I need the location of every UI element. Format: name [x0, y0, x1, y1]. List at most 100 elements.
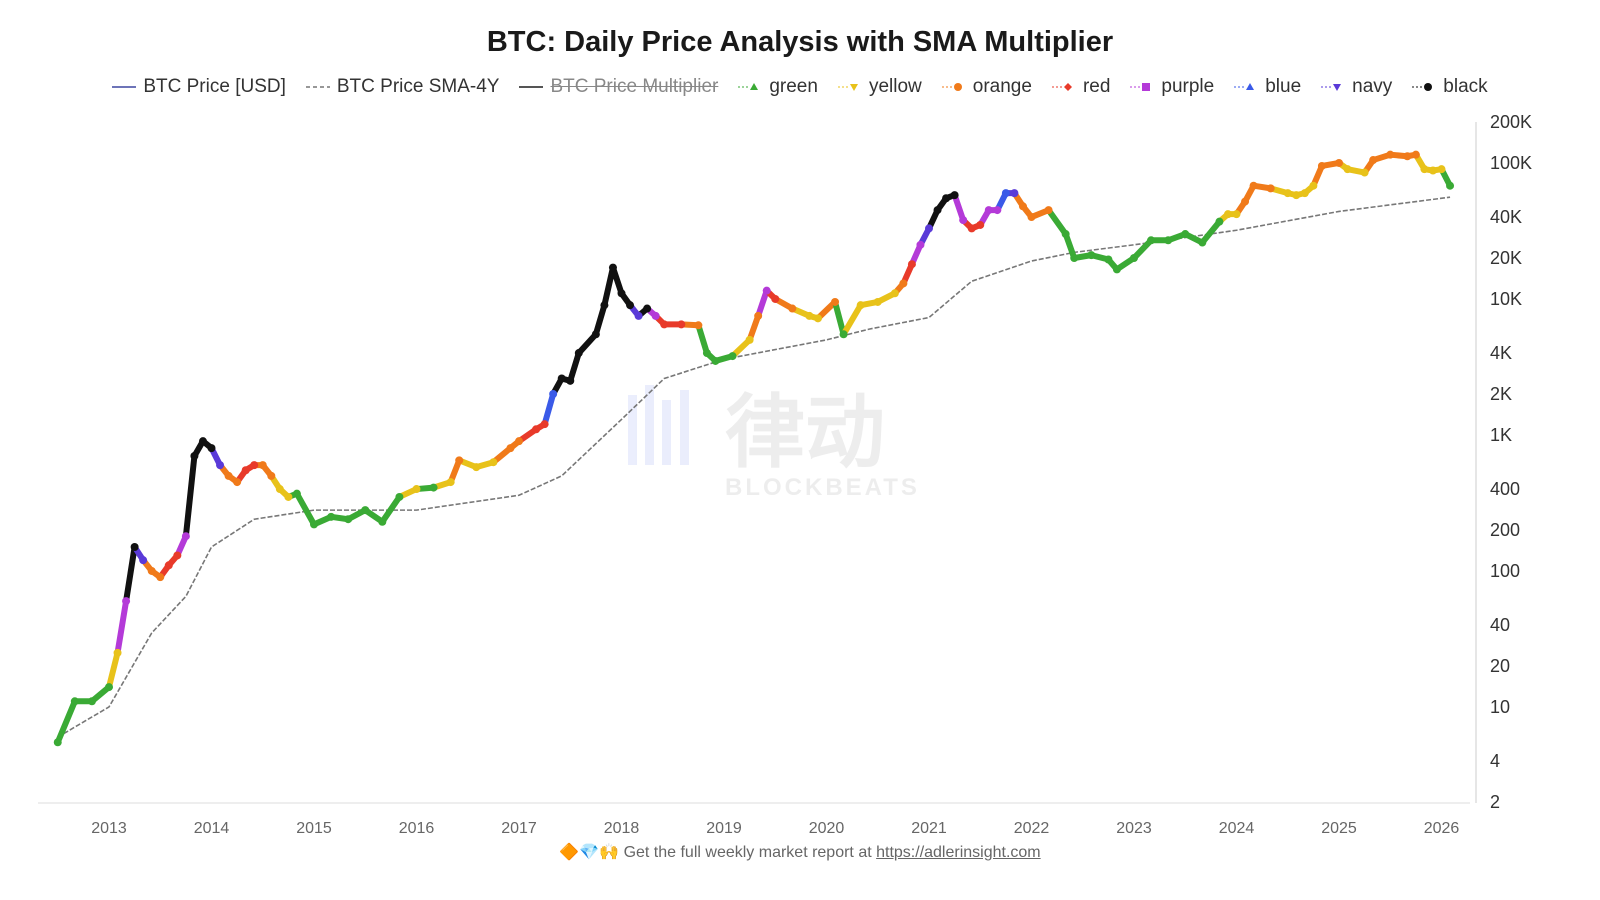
price-segment-purple	[951, 192, 967, 224]
price-point-red	[250, 461, 259, 470]
price-point-yellow	[1223, 210, 1232, 219]
legend-label: BTC Price SMA-4Y	[336, 76, 500, 97]
legend-label: orange	[972, 76, 1032, 97]
price-point-purple	[122, 597, 131, 606]
price-point-yellow	[489, 458, 498, 467]
price-point-green	[1070, 254, 1079, 262]
legend-label: purple	[1161, 76, 1215, 97]
price-point-red	[907, 260, 916, 269]
price-point-green	[728, 352, 737, 361]
legend-item-green[interactable]: green	[738, 76, 818, 98]
price-point-yellow	[873, 297, 882, 306]
y-tick-label: 4K	[1490, 343, 1512, 363]
footer-link[interactable]: https://adlerinsight.com	[876, 844, 1041, 861]
price-segment-purple	[755, 287, 770, 319]
price-point-navy	[139, 556, 148, 565]
chart-title: BTC: Daily Price Analysis with SMA Multi…	[486, 26, 1114, 58]
price-point-green	[378, 517, 387, 526]
legend-item-purple[interactable]: purple	[1130, 76, 1214, 98]
x-tick-label: 2014	[194, 820, 230, 837]
watermark-text: 律动	[725, 388, 885, 477]
price-point-black	[130, 542, 139, 551]
price-point-purple	[762, 286, 771, 295]
legend-item-orange[interactable]: orange	[941, 76, 1032, 98]
price-point-red	[771, 294, 780, 303]
legend-item-red[interactable]: red	[1051, 76, 1111, 98]
price-point-black	[574, 349, 583, 358]
price-point-red	[540, 420, 549, 429]
price-segment-black	[182, 453, 198, 540]
legend-swatch-icon	[1130, 81, 1154, 93]
price-point-black	[942, 194, 951, 203]
price-point-yellow	[1309, 181, 1318, 190]
legend-label: red	[1082, 76, 1111, 97]
price-point-yellow	[1283, 189, 1292, 198]
y-tick-label: 400	[1490, 479, 1520, 499]
price-point-navy	[216, 461, 225, 470]
x-tick-label: 2019	[706, 820, 742, 837]
price-point-orange	[1369, 156, 1378, 165]
price-segment-black	[592, 302, 608, 338]
price-segment-black	[123, 543, 138, 605]
y-tick-label: 40	[1490, 615, 1510, 635]
price-point-green	[702, 349, 711, 358]
price-point-black	[600, 301, 609, 310]
x-tick-label: 2025	[1321, 820, 1357, 837]
price-point-navy	[925, 224, 933, 233]
price-point-purple	[959, 216, 968, 225]
price-segment-green	[293, 490, 317, 528]
price-point-purple	[651, 311, 660, 320]
price-segment-black	[575, 331, 599, 357]
price-segment-black	[601, 264, 616, 309]
price-point-purple	[993, 206, 1002, 215]
price-point-yellow	[412, 485, 421, 494]
legend-item-yellow[interactable]: yellow	[837, 76, 922, 98]
legend-swatch-icon	[1321, 81, 1345, 93]
legend-label: BTC Price [USD]	[143, 76, 286, 97]
price-point-red	[532, 425, 541, 434]
price-point-black	[933, 206, 942, 215]
legend-label: navy	[1352, 76, 1393, 97]
price-segment-green	[54, 698, 78, 746]
price-point-green	[1164, 236, 1173, 245]
price-point-yellow	[1437, 165, 1446, 174]
x-tick-label: 2015	[296, 820, 332, 837]
legend-item-btc-price-sma-4y[interactable]: BTC Price SMA-4Y	[305, 76, 500, 98]
legend-item-blue[interactable]: blue	[1234, 76, 1301, 98]
price-point-green	[1181, 230, 1190, 239]
price-point-black	[566, 376, 575, 385]
y-tick-label: 1K	[1490, 425, 1512, 445]
price-point-yellow	[1420, 165, 1429, 174]
price-point-yellow	[472, 463, 481, 472]
legend-item-btc-price-multiplier[interactable]: BTC Price Multiplier	[519, 76, 718, 98]
price-point-red	[660, 320, 669, 329]
legend-swatch-icon	[837, 81, 862, 93]
price-point-black	[591, 330, 600, 339]
price-segment-yellow	[840, 302, 864, 338]
y-tick-label: 2K	[1490, 384, 1512, 404]
price-point-yellow	[275, 485, 284, 494]
price-point-green	[310, 520, 318, 529]
price-point-orange	[1317, 161, 1326, 170]
x-tick-label: 2026	[1424, 820, 1460, 837]
price-point-orange	[1266, 184, 1275, 193]
y-tick-label: 100K	[1490, 153, 1532, 173]
price-segment-green	[832, 298, 847, 338]
x-tick-label: 2021	[911, 820, 947, 837]
legend-item-navy[interactable]: navy	[1321, 76, 1392, 98]
price-point-green	[1087, 251, 1096, 260]
x-tick-label: 2022	[1014, 820, 1050, 837]
price-point-orange	[233, 478, 242, 487]
legend-swatch-icon	[1051, 81, 1076, 93]
price-point-green	[361, 506, 370, 515]
legend-item-black[interactable]: black	[1412, 76, 1488, 98]
sma-4y-line	[57, 196, 1451, 738]
price-point-orange	[258, 461, 267, 470]
price-point-orange	[694, 321, 703, 330]
price-point-green	[327, 512, 336, 521]
legend-swatch-icon	[941, 81, 966, 93]
price-point-yellow	[446, 478, 455, 487]
legend-item-btc-price-usd[interactable]: BTC Price [USD]	[112, 76, 286, 98]
price-point-black	[608, 263, 617, 272]
